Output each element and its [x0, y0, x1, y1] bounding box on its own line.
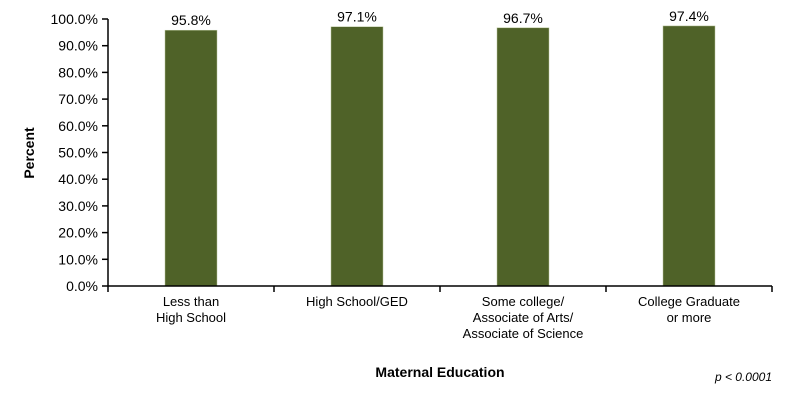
x-category-label: Less than High School: [156, 294, 226, 325]
y-tick-label: 30.0%: [58, 198, 98, 214]
y-tick-label: 60.0%: [58, 118, 98, 134]
bar: [662, 25, 716, 287]
y-tick-label: 50.0%: [58, 145, 98, 161]
y-tick-label: 100.0%: [51, 11, 98, 27]
y-tick-label: 10.0%: [58, 251, 98, 267]
y-tick-label: 40.0%: [58, 171, 98, 187]
bar-data-label: 95.8%: [171, 12, 211, 28]
x-category-label: High School/GED: [306, 294, 408, 309]
y-tick-label: 70.0%: [58, 91, 98, 107]
bar: [164, 29, 218, 287]
bar: [330, 26, 384, 287]
bar-data-label: 96.7%: [503, 10, 543, 26]
y-axis-label: Percent: [21, 127, 37, 179]
y-tick-label: 0.0%: [66, 278, 98, 294]
bar: [496, 27, 550, 287]
y-tick-label: 90.0%: [58, 38, 98, 54]
bar-data-label: 97.4%: [669, 8, 709, 24]
y-tick-label: 80.0%: [58, 64, 98, 80]
x-category-label: College Graduate or more: [638, 294, 740, 325]
x-axis-label: Maternal Education: [375, 364, 504, 380]
x-category-label: Some college/Associate of Arts/Associate…: [463, 294, 584, 341]
bar-data-label: 97.1%: [337, 9, 377, 25]
y-tick-label: 20.0%: [58, 225, 98, 241]
p-value-annotation: p < 0.0001: [714, 370, 772, 384]
